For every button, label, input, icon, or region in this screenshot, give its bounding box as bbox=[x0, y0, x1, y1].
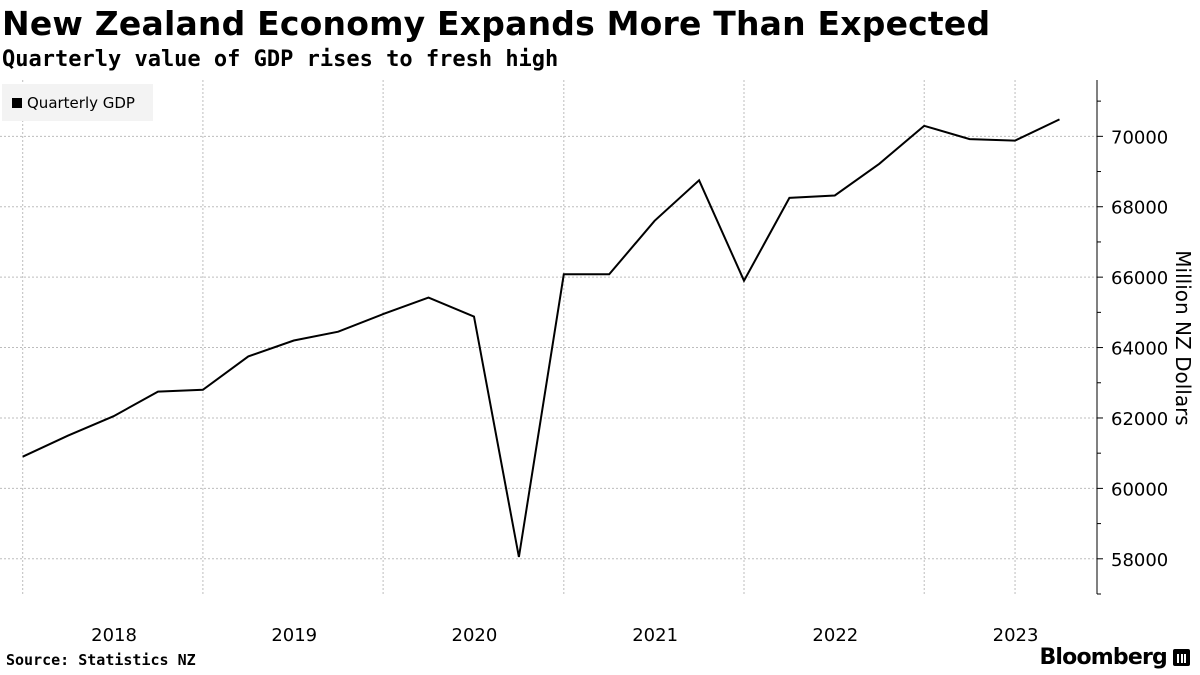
y-axis: 58000 60000 62000 64000 66000 68000 70000 bbox=[1096, 80, 1168, 595]
legend-label-quarterly-gdp: Quarterly GDP bbox=[27, 93, 135, 112]
y-tick-label: 58000 bbox=[1111, 550, 1168, 571]
bloomberg-chart-icon bbox=[1173, 649, 1190, 666]
x-axis-labels: 2018 2019 2020 2021 2022 2023 bbox=[91, 625, 1038, 646]
legend: Quarterly GDP bbox=[2, 84, 153, 121]
x-tick-label: 2019 bbox=[271, 625, 317, 646]
y-tick-label: 66000 bbox=[1111, 268, 1168, 289]
legend-swatch bbox=[12, 97, 22, 108]
bloomberg-logo: Bloomberg bbox=[1039, 645, 1190, 670]
chart-subtitle: Quarterly value of GDP rises to fresh hi… bbox=[2, 47, 559, 72]
gridlines bbox=[0, 80, 1097, 594]
y-tick-label: 68000 bbox=[1111, 198, 1168, 219]
gdp-series-line bbox=[22, 118, 1060, 558]
y-tick-label: 70000 bbox=[1111, 127, 1168, 148]
chart-title: New Zealand Economy Expands More Than Ex… bbox=[2, 4, 991, 43]
x-tick-label: 2018 bbox=[91, 625, 137, 646]
y-tick-label: 60000 bbox=[1111, 479, 1168, 500]
source-note: Source: Statistics NZ bbox=[6, 651, 196, 669]
x-tick-label: 2020 bbox=[452, 625, 498, 646]
y-axis-label: Million NZ Dollars bbox=[1171, 250, 1195, 425]
x-tick-label: 2022 bbox=[812, 625, 858, 646]
y-tick-label: 64000 bbox=[1111, 339, 1168, 360]
brand-wordmark: Bloomberg bbox=[1039, 645, 1167, 670]
x-tick-label: 2023 bbox=[993, 625, 1039, 646]
series-layer bbox=[22, 118, 1060, 558]
x-tick-label: 2021 bbox=[632, 625, 678, 646]
y-tick-label: 62000 bbox=[1111, 409, 1168, 430]
